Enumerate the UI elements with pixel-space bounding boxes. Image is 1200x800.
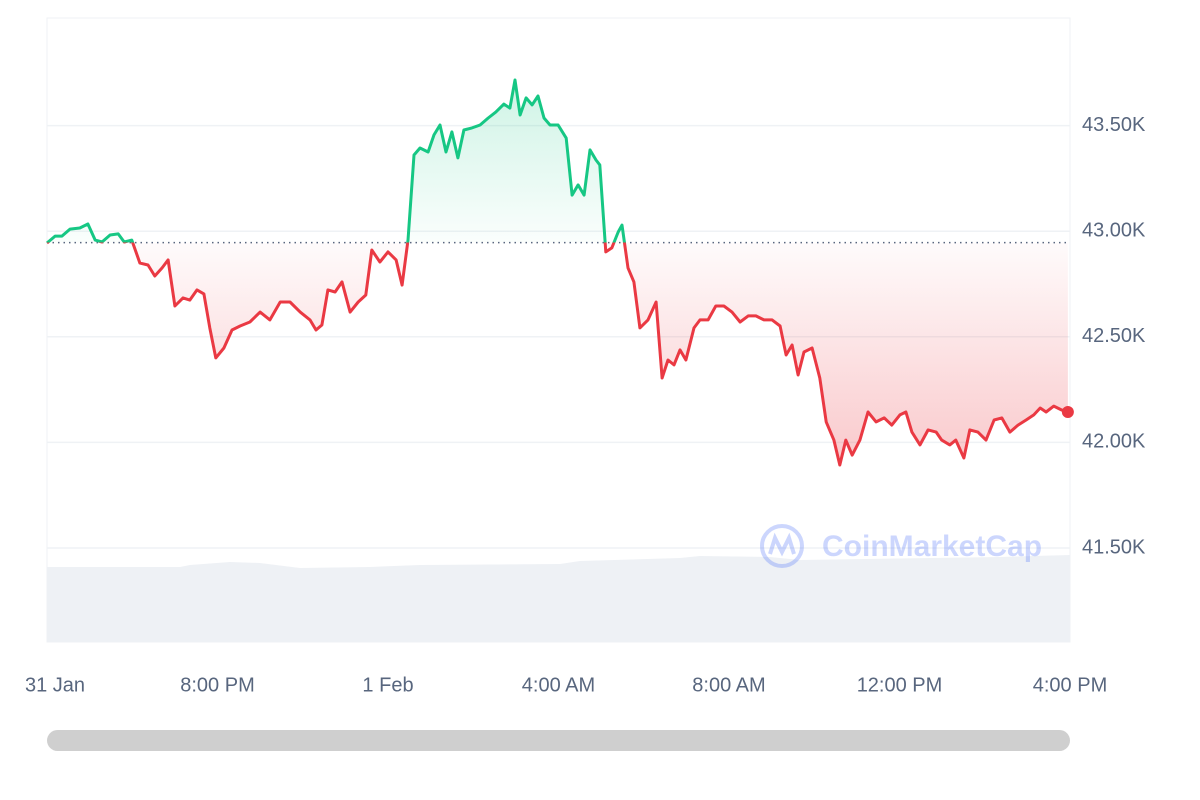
y-tick-label: 42.50K [1082,325,1146,347]
area-fill [47,80,1068,465]
x-tick-label: 4:00 PM [1033,674,1107,696]
x-tick-label: 4:00 AM [522,674,595,696]
watermark-logo [768,532,796,557]
x-tick-label: 1 Feb [362,674,413,696]
scrollbar[interactable] [47,730,1070,751]
price-line [46,78,1069,467]
last-point [1061,405,1074,418]
x-tick-label: 12:00 PM [857,674,943,696]
x-tick-label: 31 Jan [25,674,85,696]
x-tick-label: 8:00 PM [180,674,254,696]
y-tick-label: 42.00K [1082,431,1146,453]
watermark-logo [760,524,804,568]
watermark-text: CoinMarketCap [822,530,1042,563]
watermark: CoinMarketCap [760,524,1042,568]
volume-area [47,555,1070,642]
y-tick-label: 41.50K [1082,536,1146,558]
y-tick-label: 43.50K [1082,114,1146,136]
y-tick-label: 43.00K [1082,219,1146,241]
x-tick-label: 8:00 AM [692,674,765,696]
